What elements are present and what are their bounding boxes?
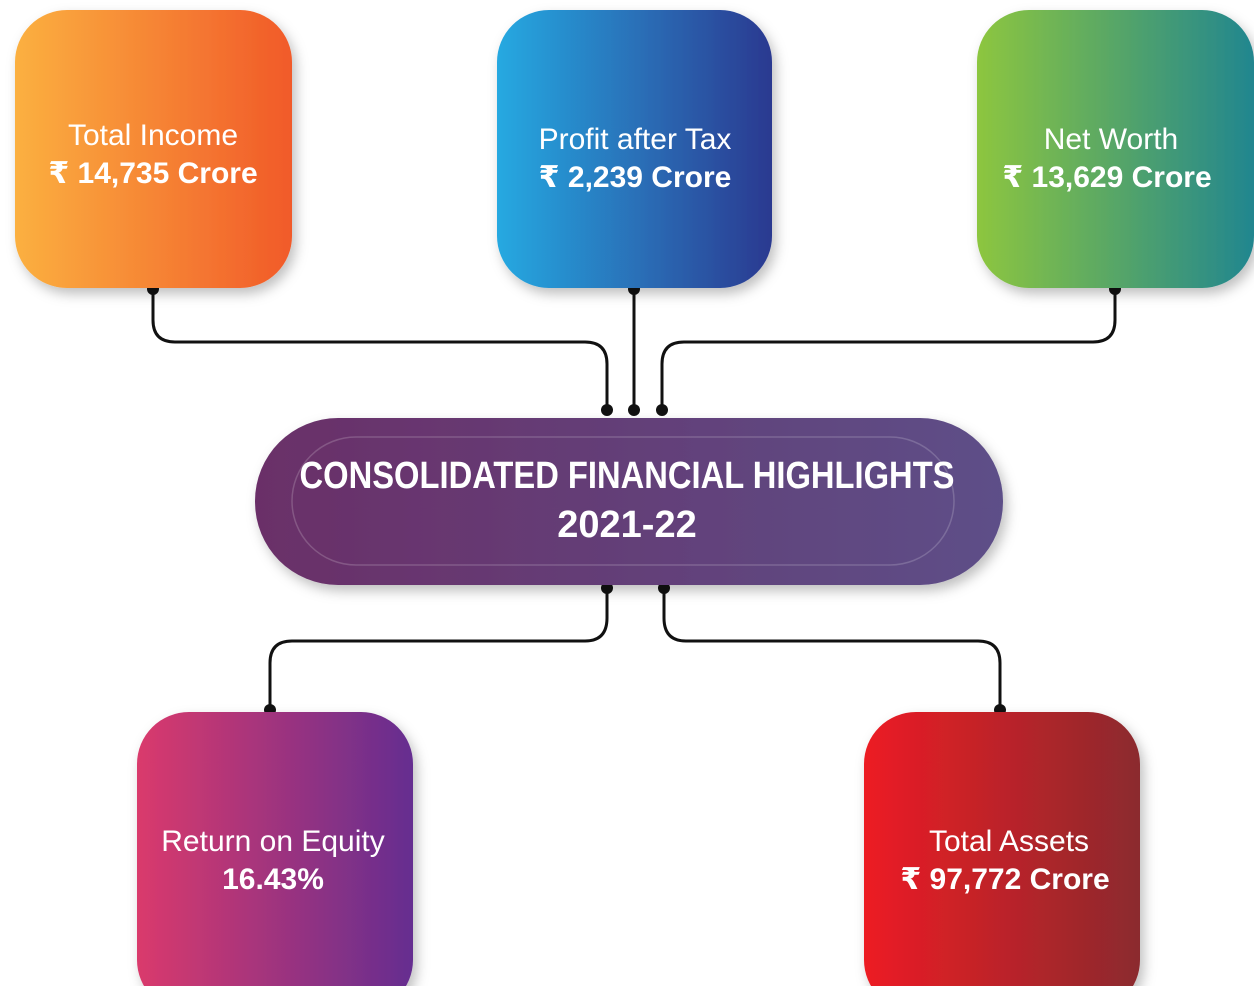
node: Total Assets ₹ 97,772 Crore	[864, 712, 1140, 986]
connector-dot	[656, 404, 668, 416]
connector	[268, 588, 609, 710]
connector	[660, 289, 1117, 410]
center-node: CONSOLIDATED FINANCIAL HIGHLIGHTS 2021-2…	[255, 418, 1003, 585]
center-pill	[255, 418, 1003, 585]
node-label: Total Assets	[929, 825, 1089, 858]
node: Net Worth ₹ 13,629 Crore	[977, 10, 1254, 288]
node-value: ₹ 2,239 Crore	[539, 161, 732, 194]
node-box	[15, 10, 292, 288]
node-label: Profit after Tax	[539, 123, 732, 156]
node-box	[977, 10, 1254, 288]
node: Total Income ₹ 14,735 Crore	[15, 10, 292, 288]
node: Return on Equity 16.43%	[137, 712, 413, 986]
node-label: Total Income	[68, 119, 238, 152]
node-value: 16.43%	[222, 863, 324, 896]
node-value: ₹ 13,629 Crore	[1002, 161, 1211, 194]
node-box	[137, 712, 413, 986]
connector-dot	[628, 404, 640, 416]
connector	[151, 289, 609, 410]
node-value: ₹ 14,735 Crore	[48, 157, 257, 190]
node-box	[497, 10, 772, 288]
center-year: 2021-22	[557, 504, 696, 546]
center-pill-inner	[291, 436, 955, 566]
connector-dot	[601, 404, 613, 416]
node-label: Net Worth	[1044, 123, 1179, 156]
connector	[662, 588, 1002, 710]
node: Profit after Tax ₹ 2,239 Crore	[497, 10, 772, 288]
center-title: CONSOLIDATED FINANCIAL HIGHLIGHTS	[300, 455, 955, 497]
node-value: ₹ 97,772 Crore	[900, 863, 1109, 896]
node-label: Return on Equity	[161, 825, 384, 858]
node-box	[864, 712, 1140, 986]
connectors	[147, 283, 1121, 716]
